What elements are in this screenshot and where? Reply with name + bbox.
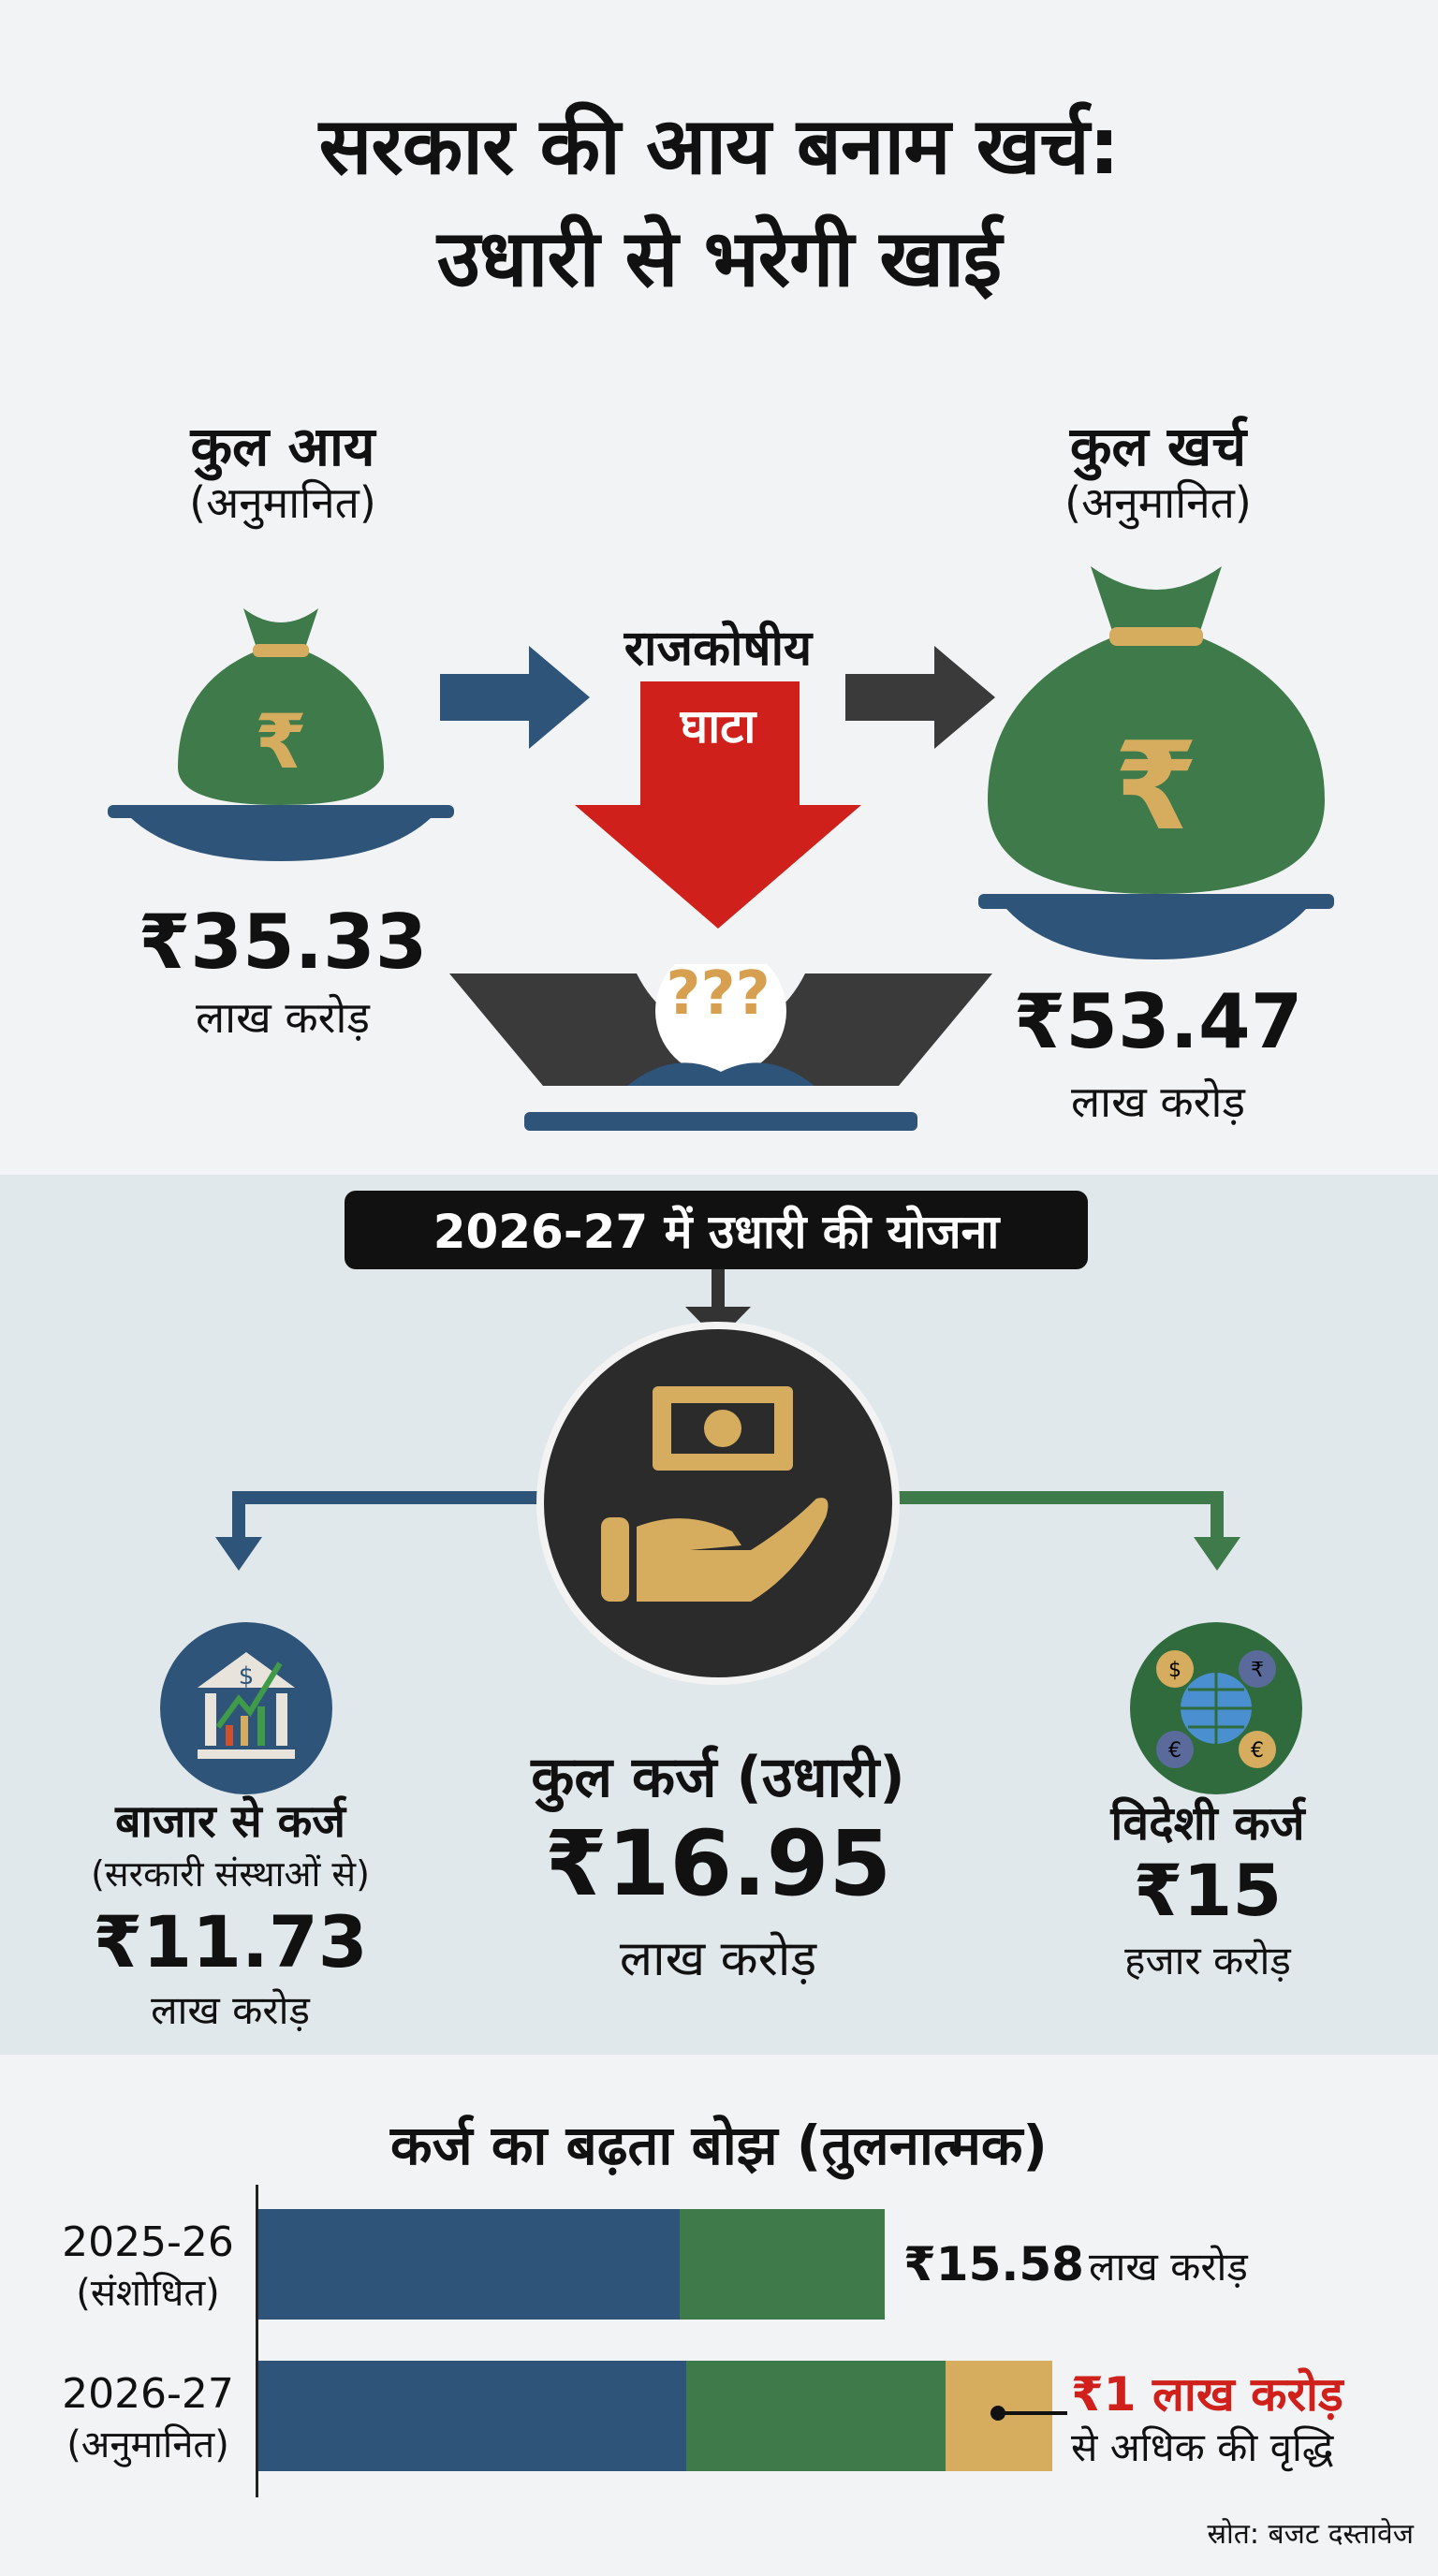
- market-debt-unit: लाख करोड़: [151, 1987, 310, 2033]
- foreign-debt-unit: हजार करोड़: [1124, 1938, 1291, 1983]
- branch-connectors: [215, 1491, 1240, 1571]
- plan-label: 2026-27 में उधारी की योजना: [345, 1191, 1088, 1269]
- foreign-debt-value: ₹15: [1133, 1849, 1283, 1932]
- title-line2: उधारी से भरेगी खाई: [436, 212, 1002, 304]
- market-debt-note: (सरकारी संस्थाओं से): [91, 1853, 370, 1895]
- bar-segment: [680, 2209, 885, 2320]
- svg-text:€: €: [1251, 1739, 1264, 1763]
- svg-text:$: $: [239, 1662, 255, 1690]
- market-debt-value: ₹11.73: [93, 1900, 368, 1983]
- expense-unit: लाख करोड़: [1070, 1076, 1246, 1127]
- increase-highlight: ₹1 लाख करोड़: [1071, 2367, 1343, 2422]
- arrow-right-icon: [845, 646, 995, 749]
- expense-note: (अनुमानित): [1064, 477, 1252, 528]
- total-debt-unit: लाख करोड़: [619, 1931, 817, 1987]
- chart-axis: [256, 2185, 258, 2497]
- row-label-year: 2026-27: [62, 2370, 234, 2418]
- hand-money-icon: [536, 1322, 900, 1685]
- deficit-label: राजकोषीय: [624, 621, 813, 677]
- row1-unit: लाख करोड़: [1089, 2244, 1248, 2290]
- deficit-arrow-text: घाटा: [680, 699, 756, 754]
- svg-text:$: $: [1168, 1659, 1181, 1682]
- expense-value: ₹53.47: [1013, 978, 1303, 1065]
- arrow-right-icon: [440, 646, 590, 749]
- down-arrow-icon: [575, 681, 861, 929]
- balance-scale-icon: [449, 964, 992, 1131]
- row-label-year: 2025-26: [62, 2218, 234, 2266]
- bank-growth-icon: $: [160, 1622, 332, 1794]
- svg-text:₹: ₹: [1251, 1659, 1264, 1682]
- increase-text: से अधिक की वृद्धि: [1071, 2424, 1334, 2470]
- income-note: (अनुमानित): [189, 477, 376, 528]
- row-label-note: (अनुमानित): [66, 2423, 229, 2466]
- question-marks: ???: [666, 959, 770, 1029]
- market-debt-label: बाजार से कर्ज: [115, 1795, 345, 1848]
- globe-currency-icon: $ ₹ € €: [1130, 1622, 1302, 1794]
- row1-total: ₹15.58 लाख करोड़: [903, 2237, 1248, 2292]
- title-line1: सरकार की आय बनाम खर्च:: [318, 100, 1121, 192]
- total-debt-label: कुल कर्ज (उधारी): [531, 1745, 905, 1810]
- income-unit: लाख करोड़: [195, 992, 371, 1043]
- bar-segment: [258, 2361, 686, 2471]
- money-bag-icon: ₹: [978, 566, 1334, 959]
- chart-title: कर्ज का बढ़ता बोझ (तुलनात्मक): [390, 2114, 1048, 2177]
- svg-text:€: €: [1168, 1739, 1181, 1763]
- svg-text:₹: ₹: [1114, 715, 1198, 857]
- row-label-note: (संशोधित): [76, 2272, 220, 2315]
- foreign-debt-label: विदेशी कर्ज: [1110, 1796, 1305, 1851]
- row1-value: ₹15.58: [903, 2237, 1084, 2291]
- callout-line: [998, 2411, 1067, 2415]
- bar-segment: [685, 2361, 946, 2471]
- total-debt-value: ₹16.95: [544, 1811, 892, 1916]
- money-bag-icon: ₹: [108, 608, 454, 861]
- svg-text:₹: ₹: [255, 698, 307, 785]
- income-label: कुल आय: [190, 415, 375, 478]
- source-note: स्रोत: बजट दस्तावेज: [1207, 2518, 1414, 2551]
- bar-segment: [258, 2209, 680, 2320]
- income-value: ₹35.33: [138, 899, 428, 986]
- expense-label: कुल खर्च: [1069, 415, 1247, 478]
